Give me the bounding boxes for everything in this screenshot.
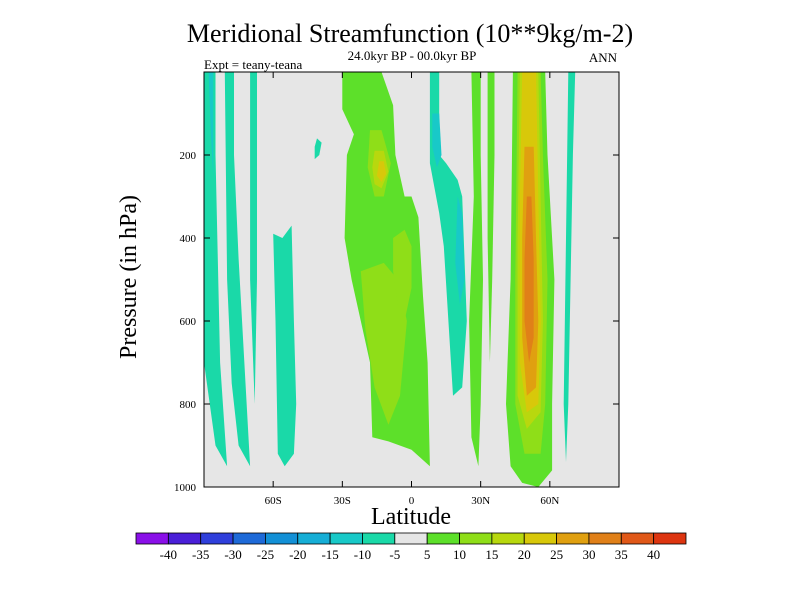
- y-tick-label: 400: [180, 233, 197, 245]
- chart-subtitle: 24.0kyr BP - 00.0kyr BP: [348, 48, 477, 63]
- colorbar-label: -30: [224, 547, 241, 562]
- contour-region-sh-narrow-strip: [250, 72, 257, 404]
- colorbar-swatch: [653, 532, 687, 545]
- contour-region-eq-blue-core: [432, 113, 442, 168]
- colorbar-swatch: [265, 532, 299, 545]
- colorbar-swatch: [620, 532, 655, 545]
- contour-region-nh-cyan-strip: [563, 72, 576, 463]
- chart-title: Meridional Streamfunction (10**9kg/m-2): [187, 19, 633, 48]
- contour-region-sh-small-blob: [314, 138, 322, 160]
- colorbar-label: -10: [354, 547, 371, 562]
- contour-region-tropical-mid-yellowgreen: [393, 229, 412, 321]
- y-axis-ticks: 200 400 600 800 1000: [174, 150, 619, 494]
- colorbar-label: 30: [582, 547, 595, 562]
- y-axis-label: Pressure (in hPa): [116, 195, 142, 359]
- y-tick-label: 800: [180, 399, 197, 411]
- colorbar-swatch: [394, 532, 428, 545]
- contour-region-sh-polar-core: [208, 72, 214, 176]
- colorbar-swatch: [200, 532, 234, 545]
- contour-region-tropical-lower-yellowgreen: [360, 262, 407, 425]
- x-axis-ticks: 60S 30S 0 30N 60N: [265, 72, 559, 507]
- x-tick-label: 30S: [334, 495, 351, 507]
- x-tick-label: 60N: [540, 495, 559, 507]
- y-tick-label: 1000: [174, 482, 197, 494]
- colorbar-label: -5: [389, 547, 400, 562]
- colorbar-label: 10: [453, 547, 466, 562]
- plot-area: [203, 71, 620, 488]
- contour-region-sh-midlat-column: [273, 225, 297, 467]
- contour-region-nh-green-strip: [469, 72, 483, 467]
- y-tick-label: 600: [180, 316, 197, 328]
- x-tick-label: 0: [409, 495, 415, 507]
- colorbar-label: 35: [615, 547, 628, 562]
- contour-region-sh-polar-band-a: [204, 72, 228, 467]
- colorbar: -40 -35 -30 -25 -20 -15 -10 -5 5 10 15 20 25 30 35 40: [135, 532, 687, 562]
- colorbar-swatch: [362, 532, 396, 545]
- season-label: ANN: [589, 50, 618, 65]
- contour-region-tropical-gold-core: [376, 161, 387, 182]
- colorbar-label: -35: [192, 547, 209, 562]
- colorbar-swatch: [556, 532, 590, 545]
- colorbar-swatch: [135, 532, 169, 545]
- x-tick-label: 30N: [471, 495, 490, 507]
- colorbar-swatch: [297, 532, 331, 545]
- colorbar-label: -15: [321, 547, 338, 562]
- colorbar-swatch: [329, 532, 363, 545]
- contour-region-eq-lower-blue: [455, 196, 465, 305]
- colorbar-swatch: [167, 532, 202, 545]
- colorbar-swatch: [232, 532, 266, 545]
- colorbar-label: 15: [485, 547, 498, 562]
- contour-region-nh-jet-core: [524, 196, 534, 363]
- colorbar-label: 40: [647, 547, 660, 562]
- colorbar-label: 5: [424, 547, 431, 562]
- colorbar-label: -20: [289, 547, 306, 562]
- contour-region-nh-narrow-strip-left: [487, 72, 495, 363]
- colorbar-label: 25: [550, 547, 563, 562]
- y-tick-label: 200: [180, 150, 197, 162]
- colorbar-label: -40: [160, 547, 177, 562]
- colorbar-swatch: [491, 532, 525, 545]
- colorbar-label: -25: [257, 547, 274, 562]
- x-tick-label: 60S: [265, 495, 282, 507]
- colorbar-swatch: [426, 532, 460, 545]
- colorbar-label: 20: [518, 547, 531, 562]
- contour-region-sh-polar-band-b: [224, 72, 251, 467]
- colorbar-swatch: [459, 532, 493, 545]
- colorbar-swatch: [588, 532, 622, 545]
- experiment-label: Expt = teany-teana: [204, 57, 303, 72]
- x-axis-label: Latitude: [371, 504, 451, 530]
- colorbar-swatch: [523, 532, 557, 545]
